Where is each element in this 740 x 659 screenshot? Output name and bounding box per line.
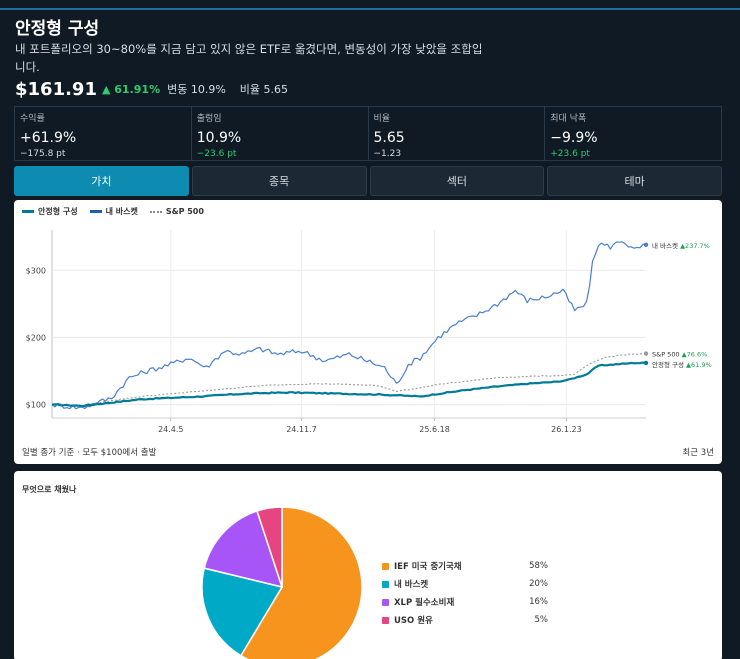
pie-slice	[201, 567, 284, 657]
stat-value: 5.65	[373, 130, 405, 146]
allocation-row: IEF 미국 중기국채 58%	[382, 557, 548, 575]
x-tick-label: 26.1.23	[551, 425, 582, 434]
top-accent-line	[0, 8, 740, 10]
legend-label: S&P 500	[165, 207, 204, 216]
stat-volatility: 출렁임 10.9% −23.6 pt	[192, 107, 369, 160]
period-label: 최근 3년	[682, 448, 714, 458]
chart-note: 일별 종가 기준 · 모두 $100에서 출발	[22, 448, 157, 458]
chart-legend: 안정형 구성 내 바스켓 S&P 500	[22, 206, 204, 217]
series-end-point	[643, 351, 649, 356]
legend-item-stable[interactable]: 안정형 구성	[22, 206, 78, 217]
allocation-name: 내 바스켓	[394, 580, 429, 590]
allocation-name: USO 원유	[394, 616, 433, 626]
legend-swatch	[22, 210, 34, 213]
stat-value: 10.9%	[196, 130, 242, 146]
legend-label: 안정형 구성	[38, 207, 78, 216]
allocation-swatch	[382, 616, 389, 624]
allocation-row: USO 원유 5%	[382, 611, 548, 629]
x-tick-label: 24.11.7	[286, 425, 317, 434]
allocation-card: 무엇으로 채웠나 IEF 미국 중기국채 58% 내 바스켓 20% XLP 필…	[14, 471, 722, 659]
x-tick-label: 25.6.18	[419, 425, 450, 434]
series-line	[51, 241, 647, 410]
allocation-pct: 58%	[529, 561, 548, 571]
stat-value: −9.9%	[550, 130, 598, 146]
tab-theme[interactable]: 테마	[547, 166, 722, 196]
allocation-legend: IEF 미국 중기국채 58% 내 바스켓 20% XLP 필수소비재 16% …	[382, 557, 548, 629]
y-tick-label: $300	[26, 266, 46, 275]
series-line	[51, 361, 647, 408]
x-tick-label: 24.4.5	[158, 425, 183, 434]
legend-swatch	[89, 210, 102, 213]
legend-swatch	[149, 210, 162, 213]
volatility-label: 변동 10.9%	[167, 83, 226, 96]
stats-row: 수익률 +61.9% −175.8 pt 출렁임 10.9% −23.6 pt …	[14, 106, 722, 161]
series-end-label: S&P 500 ▲76.6%	[652, 351, 707, 359]
tab-value[interactable]: 가치	[14, 166, 189, 196]
allocation-swatch	[382, 580, 389, 588]
stat-return: 수익률 +61.9% −175.8 pt	[15, 107, 192, 160]
tab-bar: 가치 종목 섹터 테마	[14, 166, 722, 196]
series-end-point	[643, 360, 649, 366]
series-line	[51, 352, 647, 407]
performance-chart-card: $100 $200 $300 24.4.5 24.11.7 25.6.18 26.1.23 안…	[14, 200, 722, 464]
allocation-pct: 20%	[529, 579, 548, 589]
stat-sub: −1.23	[373, 149, 402, 159]
allocation-title: 무엇으로 채웠나	[22, 485, 77, 494]
series-end-point	[643, 242, 649, 247]
allocation-row: 내 바스켓 20%	[382, 575, 548, 593]
price-change: ▲ 61.91%	[101, 82, 161, 96]
y-tick-label: $200	[26, 333, 46, 342]
stat-max-drawdown: 최대 낙폭 −9.9% +23.6 pt	[545, 107, 721, 160]
page-subtitle: 내 포트폴리오의 30~80%를 지금 담고 있지 않은 ETF로 옮겼다면, …	[15, 42, 483, 74]
allocation-pct: 5%	[534, 615, 549, 625]
allocation-name: XLP 필수소비재	[394, 598, 455, 608]
performance-line-chart: $100 $200 $300 24.4.5 24.11.7 25.6.18 26.1.23 안…	[26, 230, 712, 434]
stat-label: 비율	[373, 114, 391, 124]
stat-label: 수익률	[20, 114, 45, 124]
price-value: $161.91	[15, 78, 97, 100]
page-title: 안정형 구성	[15, 19, 100, 39]
stat-sub: +23.6 pt	[550, 149, 590, 159]
y-tick-label: $100	[26, 401, 46, 410]
tab-holdings[interactable]: 종목	[191, 166, 367, 196]
stat-ratio: 비율 5.65 −1.23	[369, 107, 546, 160]
series-end-label: 내 바스켓 ▲237.7%	[652, 241, 710, 250]
legend-item-basket[interactable]: 내 바스켓	[89, 206, 138, 217]
stat-label: 출렁임	[196, 114, 222, 124]
stat-label: 최대 낙폭	[550, 114, 587, 124]
allocation-row: XLP 필수소비재 16%	[382, 593, 548, 611]
pie-slice	[256, 506, 283, 588]
allocation-swatch	[382, 562, 389, 570]
allocation-name: IEF 미국 중기국채	[394, 562, 462, 572]
series-end-label: 안정형 구성 ▲61.9%	[652, 360, 712, 369]
stat-sub: −175.8 pt	[20, 149, 66, 159]
allocation-pct: 16%	[529, 597, 548, 607]
stat-value: +61.9%	[20, 130, 77, 146]
pie-slice	[239, 506, 363, 659]
stat-sub: −23.6 pt	[196, 149, 237, 159]
legend-item-sp500[interactable]: S&P 500	[149, 207, 204, 216]
allocation-pie-chart	[201, 506, 363, 659]
price-summary: $161.91 ▲ 61.91% 변동 10.9% 비율 5.65	[15, 78, 288, 100]
ratio-label: 비율 5.65	[239, 83, 289, 96]
tab-sector[interactable]: 섹터	[369, 166, 545, 196]
legend-label: 내 바스켓	[105, 207, 138, 216]
allocation-swatch	[382, 598, 389, 606]
